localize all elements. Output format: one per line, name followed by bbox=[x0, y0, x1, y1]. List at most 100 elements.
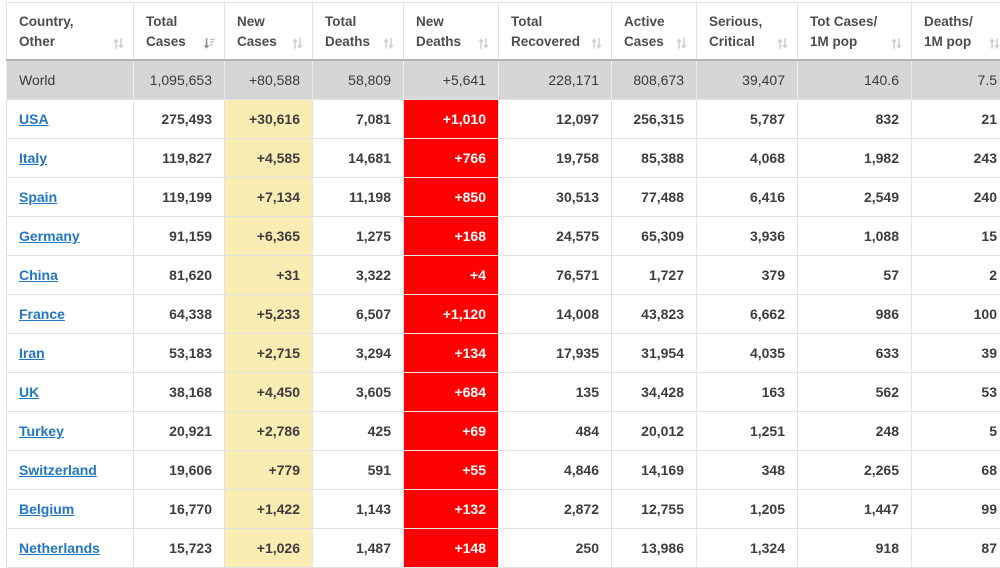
cell-serious_critical: 6,662 bbox=[697, 295, 798, 334]
cell-new_deaths: +684 bbox=[404, 373, 499, 412]
cell-new_cases: +2,786 bbox=[225, 412, 313, 451]
cell-cases_per_1m: 986 bbox=[798, 295, 912, 334]
cell-new_cases: +1,422 bbox=[225, 490, 313, 529]
country-link[interactable]: Spain bbox=[19, 189, 57, 205]
country-link[interactable]: Switzerland bbox=[19, 462, 97, 478]
cell-deaths_per_1m: 68 bbox=[912, 451, 1000, 490]
cell-country: Belgium bbox=[7, 490, 134, 529]
cell-new_deaths: +1,010 bbox=[404, 100, 499, 139]
cell-total_deaths: 6,507 bbox=[313, 295, 404, 334]
cell-country: USA bbox=[7, 100, 134, 139]
country-link[interactable]: Italy bbox=[19, 150, 47, 166]
cell-active_cases: 1,727 bbox=[612, 256, 697, 295]
cell-active_cases: 85,388 bbox=[612, 139, 697, 178]
cell-total_cases: 275,493 bbox=[134, 100, 225, 139]
country-link[interactable]: UK bbox=[19, 384, 39, 400]
cell-serious_critical: 6,416 bbox=[697, 178, 798, 217]
country-link[interactable]: Iran bbox=[19, 345, 45, 361]
cell-serious_critical: 1,324 bbox=[697, 529, 798, 568]
country-link[interactable]: China bbox=[19, 267, 58, 283]
cell-country: Switzerland bbox=[7, 451, 134, 490]
sort-updown-icon bbox=[590, 37, 603, 50]
cell-total_deaths: 425 bbox=[313, 412, 404, 451]
cell-total_recovered: 30,513 bbox=[499, 178, 612, 217]
cell-serious_critical: 4,068 bbox=[697, 139, 798, 178]
cell-new_cases: +779 bbox=[225, 451, 313, 490]
cell-active_cases: 14,169 bbox=[612, 451, 697, 490]
country-link[interactable]: Belgium bbox=[19, 501, 74, 517]
cell-total_recovered: 14,008 bbox=[499, 295, 612, 334]
cell-cases_per_1m: 1,088 bbox=[798, 217, 912, 256]
cell-total_deaths: 3,294 bbox=[313, 334, 404, 373]
cell-deaths_per_1m: 243 bbox=[912, 139, 1000, 178]
cell-total_recovered: 12,097 bbox=[499, 100, 612, 139]
cell-total_recovered: 76,571 bbox=[499, 256, 612, 295]
column-header-deaths_per_1m[interactable]: Deaths/1M pop bbox=[912, 3, 1000, 61]
cell-active_cases: 12,755 bbox=[612, 490, 697, 529]
cell-active_cases: 808,673 bbox=[612, 60, 697, 100]
cell-total_cases: 119,199 bbox=[134, 178, 225, 217]
cell-serious_critical: 39,407 bbox=[697, 60, 798, 100]
country-link[interactable]: France bbox=[19, 306, 65, 322]
cell-new_cases: +6,365 bbox=[225, 217, 313, 256]
sort-updown-icon bbox=[988, 37, 1000, 50]
country-link[interactable]: Turkey bbox=[19, 423, 64, 439]
sort-desc-icon bbox=[202, 37, 216, 50]
country-link[interactable]: Netherlands bbox=[19, 540, 100, 556]
cell-total_recovered: 4,846 bbox=[499, 451, 612, 490]
sort-updown-icon bbox=[675, 37, 688, 50]
cell-total_deaths: 14,681 bbox=[313, 139, 404, 178]
column-header-serious_critical[interactable]: Serious,Critical bbox=[697, 3, 798, 61]
cell-cases_per_1m: 832 bbox=[798, 100, 912, 139]
cell-new_deaths: +148 bbox=[404, 529, 499, 568]
cell-new_deaths: +168 bbox=[404, 217, 499, 256]
cell-country: World bbox=[7, 60, 134, 100]
cell-cases_per_1m: 2,549 bbox=[798, 178, 912, 217]
cell-serious_critical: 163 bbox=[697, 373, 798, 412]
cell-deaths_per_1m: 240 bbox=[912, 178, 1000, 217]
cell-cases_per_1m: 1,447 bbox=[798, 490, 912, 529]
cell-cases_per_1m: 1,982 bbox=[798, 139, 912, 178]
cell-new_cases: +7,134 bbox=[225, 178, 313, 217]
cell-cases_per_1m: 2,265 bbox=[798, 451, 912, 490]
sort-updown-icon bbox=[890, 37, 903, 50]
cell-new_deaths: +5,641 bbox=[404, 60, 499, 100]
column-header-country[interactable]: Country,Other bbox=[7, 3, 134, 61]
cell-total_cases: 20,921 bbox=[134, 412, 225, 451]
cell-deaths_per_1m: 2 bbox=[912, 256, 1000, 295]
cell-total_deaths: 7,081 bbox=[313, 100, 404, 139]
cell-total_cases: 1,095,653 bbox=[134, 60, 225, 100]
cell-active_cases: 34,428 bbox=[612, 373, 697, 412]
cell-cases_per_1m: 562 bbox=[798, 373, 912, 412]
country-link[interactable]: USA bbox=[19, 111, 49, 127]
country-link[interactable]: Germany bbox=[19, 228, 80, 244]
cell-total_deaths: 3,322 bbox=[313, 256, 404, 295]
cell-active_cases: 13,986 bbox=[612, 529, 697, 568]
cell-new_deaths: +1,120 bbox=[404, 295, 499, 334]
cell-total_deaths: 58,809 bbox=[313, 60, 404, 100]
cell-new_deaths: +69 bbox=[404, 412, 499, 451]
cell-active_cases: 20,012 bbox=[612, 412, 697, 451]
cell-new_cases: +4,585 bbox=[225, 139, 313, 178]
column-header-label: Deaths/1M pop bbox=[924, 12, 973, 53]
cell-serious_critical: 4,035 bbox=[697, 334, 798, 373]
cell-total_recovered: 484 bbox=[499, 412, 612, 451]
cell-total_cases: 19,606 bbox=[134, 451, 225, 490]
cell-serious_critical: 1,205 bbox=[697, 490, 798, 529]
column-header-cases_per_1m[interactable]: Tot Cases/1M pop bbox=[798, 3, 912, 61]
